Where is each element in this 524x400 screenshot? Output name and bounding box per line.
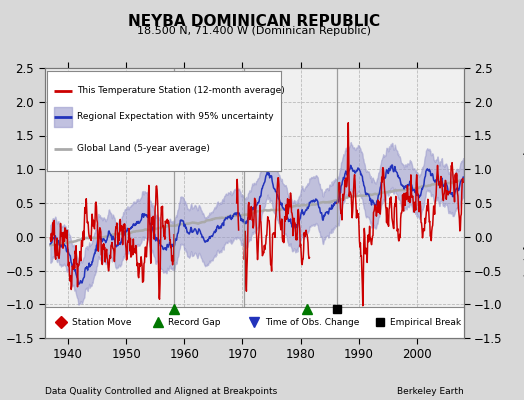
Text: NEYBA DOMINICAN REPUBLIC: NEYBA DOMINICAN REPUBLIC [128, 14, 380, 29]
Y-axis label: Temperature Anomaly (°C): Temperature Anomaly (°C) [522, 129, 524, 277]
Text: 18.500 N, 71.400 W (Dominican Republic): 18.500 N, 71.400 W (Dominican Republic) [137, 26, 371, 36]
Text: Data Quality Controlled and Aligned at Breakpoints: Data Quality Controlled and Aligned at B… [45, 387, 277, 396]
Text: Berkeley Earth: Berkeley Earth [397, 387, 464, 396]
